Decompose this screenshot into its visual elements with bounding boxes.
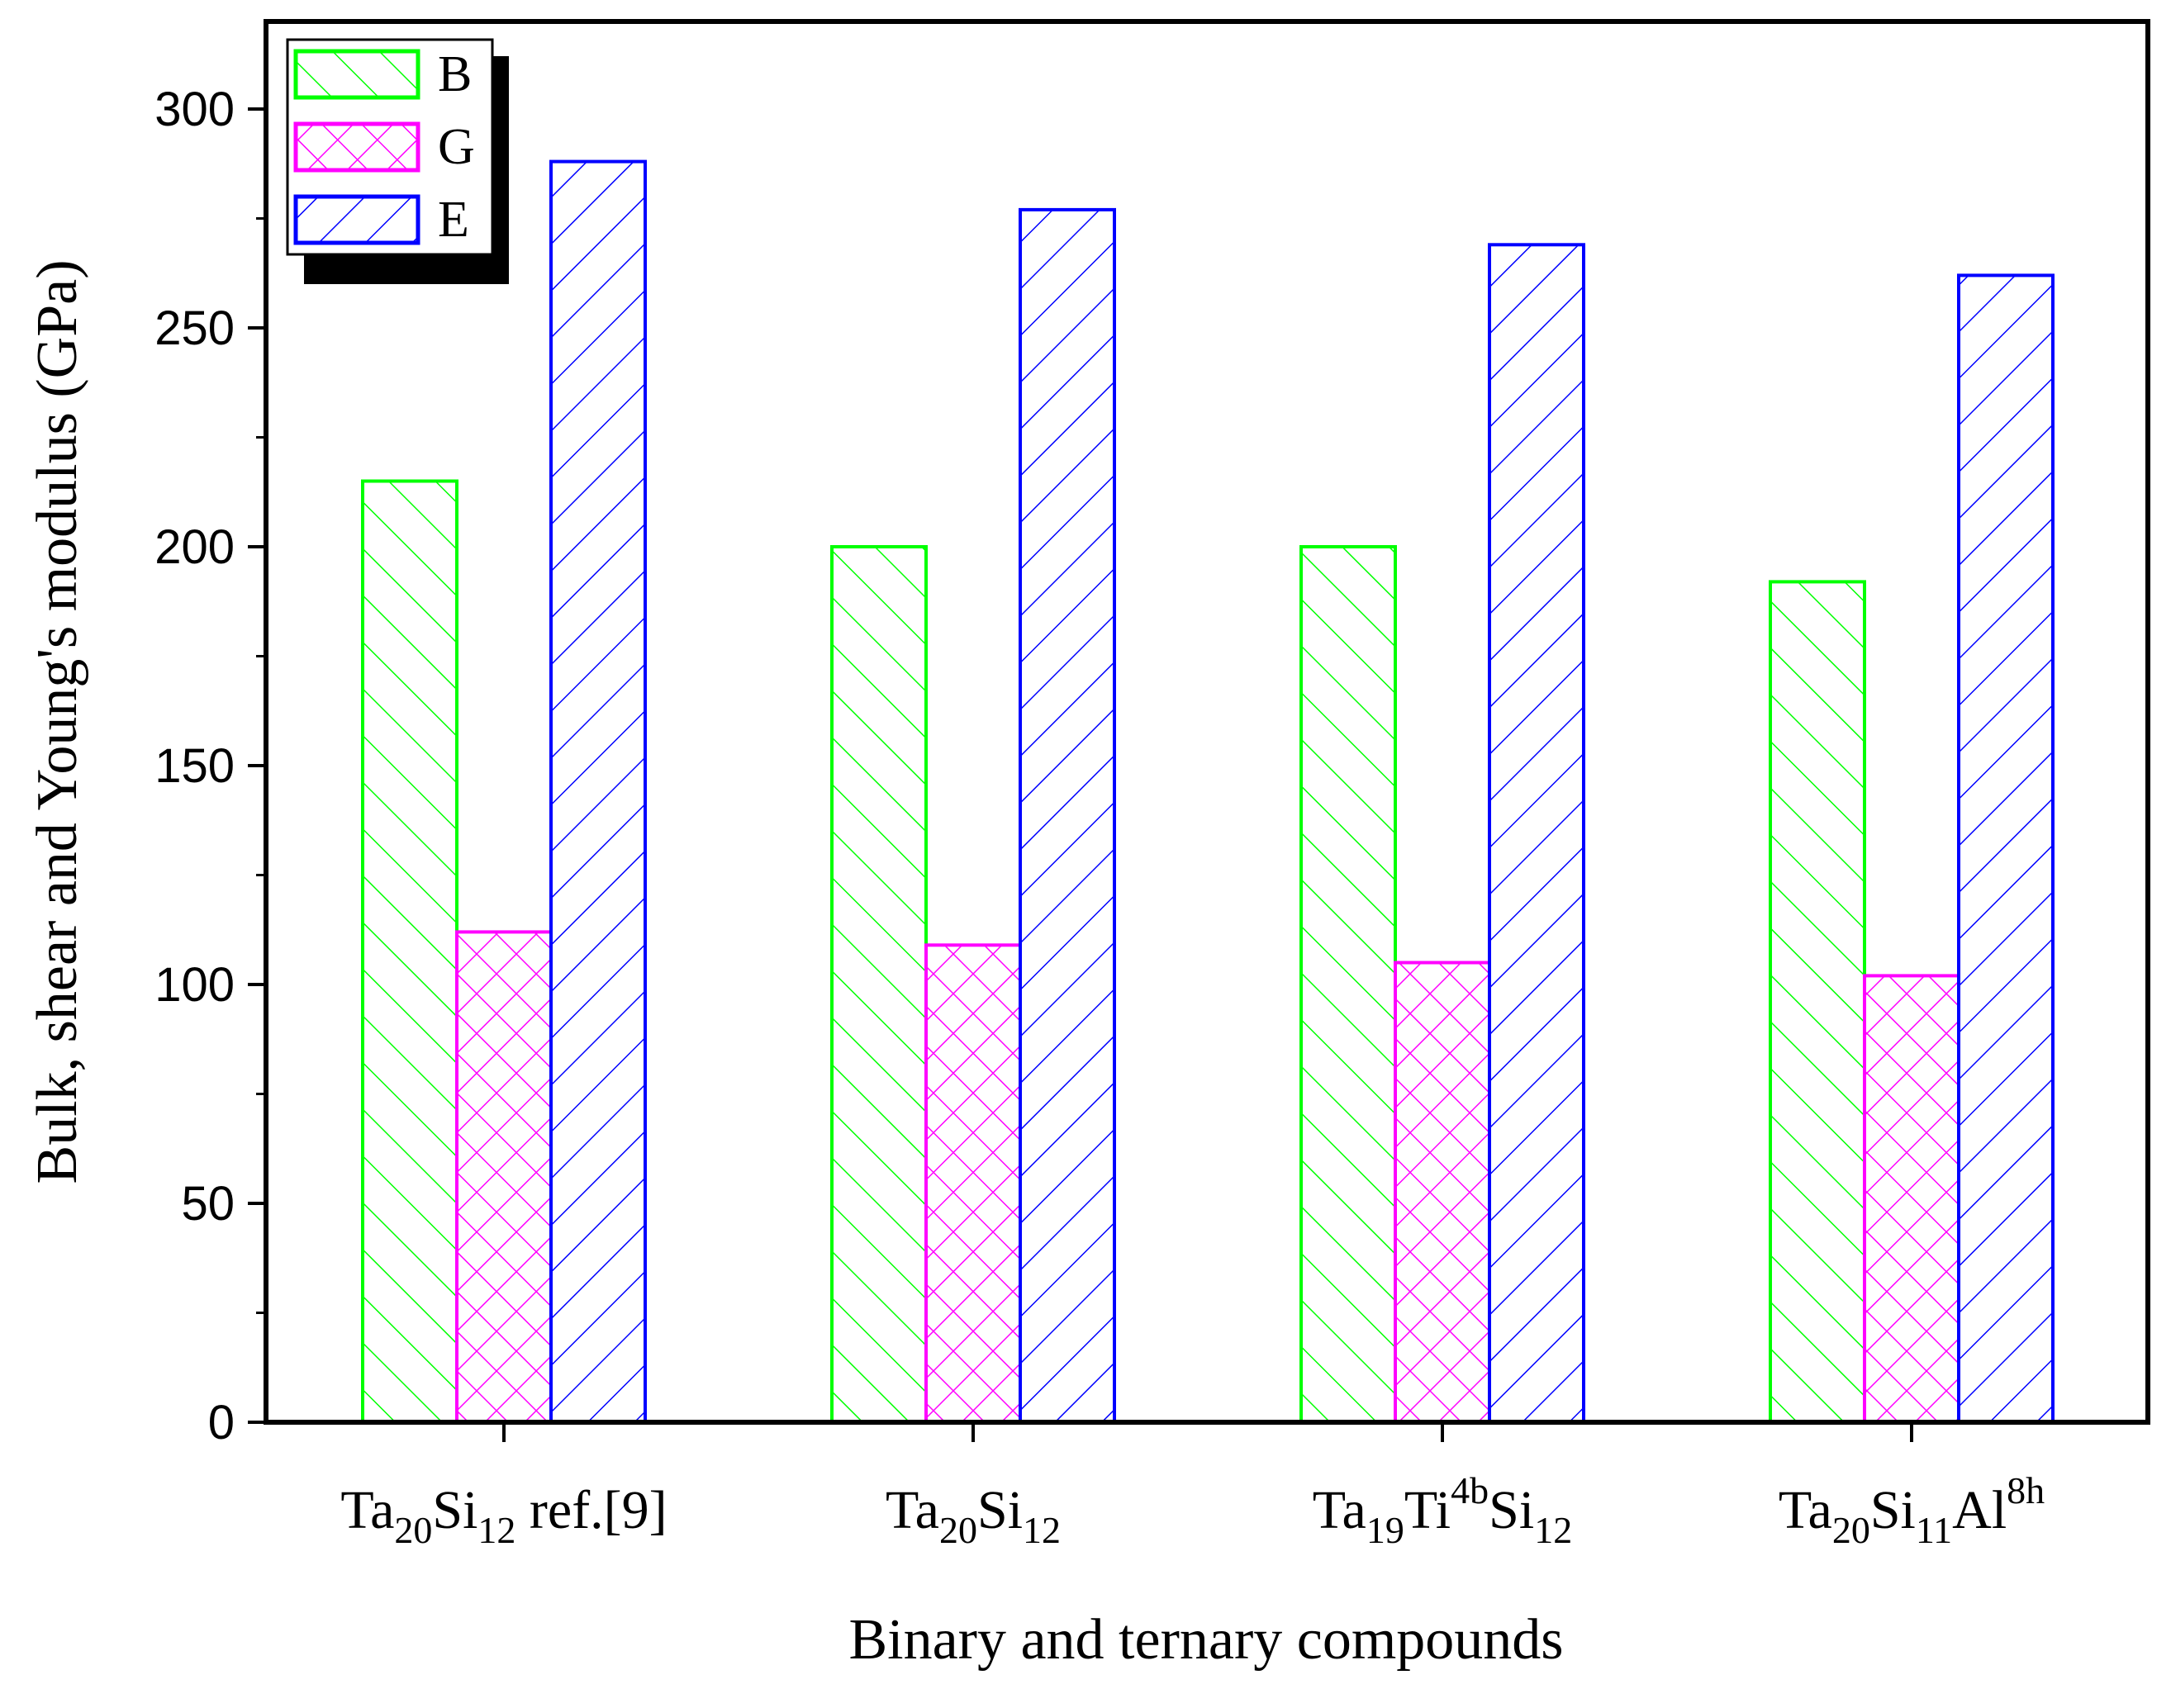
legend: BGE — [286, 38, 509, 284]
bar-E-3 — [1957, 273, 2055, 1424]
legend-items: BGE — [293, 46, 475, 248]
y-axis-title: Bulk, shear and Young's modulus (GPa) — [26, 259, 89, 1184]
y-tick-label: 200 — [154, 520, 235, 574]
legend-swatch-B — [293, 49, 420, 100]
bar-G-0 — [455, 930, 553, 1424]
bar-B-3 — [1769, 580, 1866, 1424]
x-axis-title: Binary and ternary compounds — [848, 1608, 1563, 1672]
y-axis: 0 50 100 150 200 250 300 — [154, 83, 266, 1449]
y-tick-label: 250 — [154, 301, 235, 355]
y-tick-label: 0 — [208, 1396, 235, 1449]
x-tick-label: Ta20Si11Al8h — [1779, 1469, 2045, 1551]
x-tick-label: Ta20Si12 — [886, 1480, 1061, 1551]
bar-E-1 — [1019, 207, 1116, 1424]
legend-swatch-G — [293, 121, 420, 173]
x-tick-label: Ta20Si12 ref.[9] — [340, 1480, 667, 1551]
bar-E-0 — [549, 159, 647, 1425]
bars-layer — [361, 159, 2055, 1425]
y-tick-label: 150 — [154, 739, 235, 793]
legend-label-E: E — [438, 192, 469, 248]
y-tick-label: 100 — [154, 958, 235, 1012]
bar-B-0 — [361, 479, 458, 1424]
y-tick-label: 50 — [181, 1177, 235, 1231]
y-tick-label: 300 — [154, 83, 235, 136]
x-tick-label: Ta19Ti4bSi12 — [1313, 1469, 1572, 1551]
bar-B-2 — [1299, 545, 1397, 1424]
x-axis: Ta20Si12 ref.[9] Ta20Si12 Ta19Ti4bSi12 Ta20… — [340, 1422, 2045, 1551]
bar-B-1 — [830, 545, 928, 1424]
legend-label-G: G — [438, 119, 475, 175]
bar-G-2 — [1394, 961, 1491, 1424]
legend-swatch-E — [293, 194, 420, 245]
legend-label-B: B — [438, 46, 472, 102]
bar-E-2 — [1488, 243, 1585, 1424]
plot-frame — [264, 19, 2150, 1425]
bar-G-1 — [924, 943, 1022, 1425]
bar-G-3 — [1863, 974, 1960, 1424]
